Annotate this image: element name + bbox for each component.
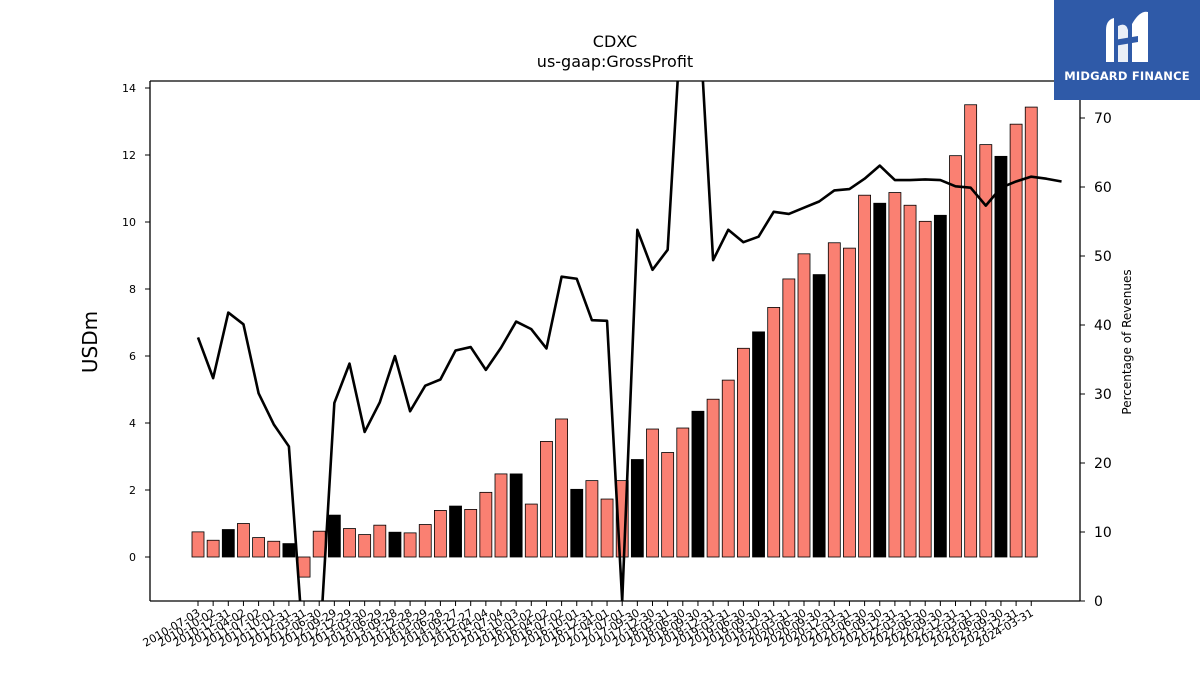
bar — [843, 247, 856, 558]
bar — [903, 204, 917, 558]
bar — [267, 540, 281, 558]
bar — [797, 253, 811, 558]
bar — [979, 144, 993, 558]
y-axis-label: USDm — [78, 310, 102, 374]
bar — [782, 278, 796, 558]
chart-title: CDXC — [592, 32, 638, 51]
y2-tick-label: 50 — [1094, 249, 1112, 265]
y2-tick-label: 10 — [1094, 525, 1112, 541]
bar — [191, 531, 205, 558]
bar — [388, 531, 402, 558]
y-tick-label: 12 — [122, 149, 136, 162]
y-tick-label: 4 — [129, 417, 136, 430]
bar — [933, 214, 947, 558]
y2-tick-label: 20 — [1094, 456, 1112, 472]
bar — [540, 441, 553, 558]
bar — [206, 539, 220, 558]
bar — [282, 543, 296, 558]
y2-tick-label: 40 — [1094, 318, 1112, 334]
bar — [570, 488, 584, 558]
bar — [767, 307, 781, 558]
bar — [494, 473, 508, 558]
bar — [721, 379, 735, 558]
bar — [221, 529, 235, 558]
bar — [1009, 123, 1023, 558]
bar — [555, 418, 568, 558]
y-tick-label: 14 — [122, 82, 136, 95]
y-tick-label: 6 — [129, 350, 136, 363]
bar — [524, 503, 538, 558]
bar — [479, 491, 493, 558]
bar — [630, 459, 644, 558]
y2-tick-label: 0 — [1094, 594, 1103, 610]
bar — [418, 524, 432, 558]
bar — [252, 537, 266, 558]
bar — [918, 220, 932, 558]
bar — [949, 155, 962, 558]
bar — [312, 530, 326, 558]
bar — [873, 202, 887, 558]
logo-mark-icon — [1106, 11, 1148, 63]
bar — [812, 274, 826, 558]
midgard-finance-logo: MIDGARD FINANCE — [1054, 0, 1200, 100]
percentage-line-layer — [196, 81, 1062, 601]
bar — [737, 347, 750, 558]
bar — [449, 505, 462, 558]
bar — [600, 498, 614, 558]
bar — [888, 192, 902, 558]
bar — [858, 194, 871, 558]
bar — [237, 523, 250, 558]
bar — [646, 428, 659, 558]
bar — [1024, 106, 1038, 558]
bars-layer — [191, 104, 1038, 578]
bar — [706, 398, 720, 558]
y-tick-label: 8 — [129, 283, 136, 296]
axes-layer: 024681012140102030405060702010-07-032010… — [122, 80, 1112, 650]
y-tick-label: 10 — [122, 216, 136, 229]
bar — [752, 331, 765, 558]
bar — [464, 509, 478, 558]
bar — [827, 242, 841, 558]
y-tick-label: 0 — [129, 551, 136, 564]
y2-axis-label: Percentage of Revenues — [1120, 269, 1134, 415]
bar — [327, 514, 341, 558]
bar — [358, 534, 372, 558]
y2-tick-label: 60 — [1094, 180, 1112, 196]
bar — [661, 452, 675, 558]
bar — [964, 104, 978, 558]
bar — [509, 473, 523, 558]
y2-tick-label: 70 — [1094, 111, 1112, 127]
bar — [373, 524, 387, 558]
chart-subtitle: us-gaap:GrossProfit — [536, 52, 694, 71]
y-tick-label: 2 — [129, 484, 136, 497]
bar — [343, 528, 356, 558]
bar — [433, 510, 447, 558]
bar — [691, 410, 705, 558]
logo-text: MIDGARD FINANCE — [1064, 69, 1190, 83]
bar — [297, 556, 311, 578]
percentage-line — [196, 81, 1062, 601]
bar — [403, 532, 417, 558]
bar — [585, 480, 599, 558]
bar — [676, 427, 690, 558]
y2-tick-label: 30 — [1094, 387, 1112, 403]
bar — [994, 155, 1008, 558]
